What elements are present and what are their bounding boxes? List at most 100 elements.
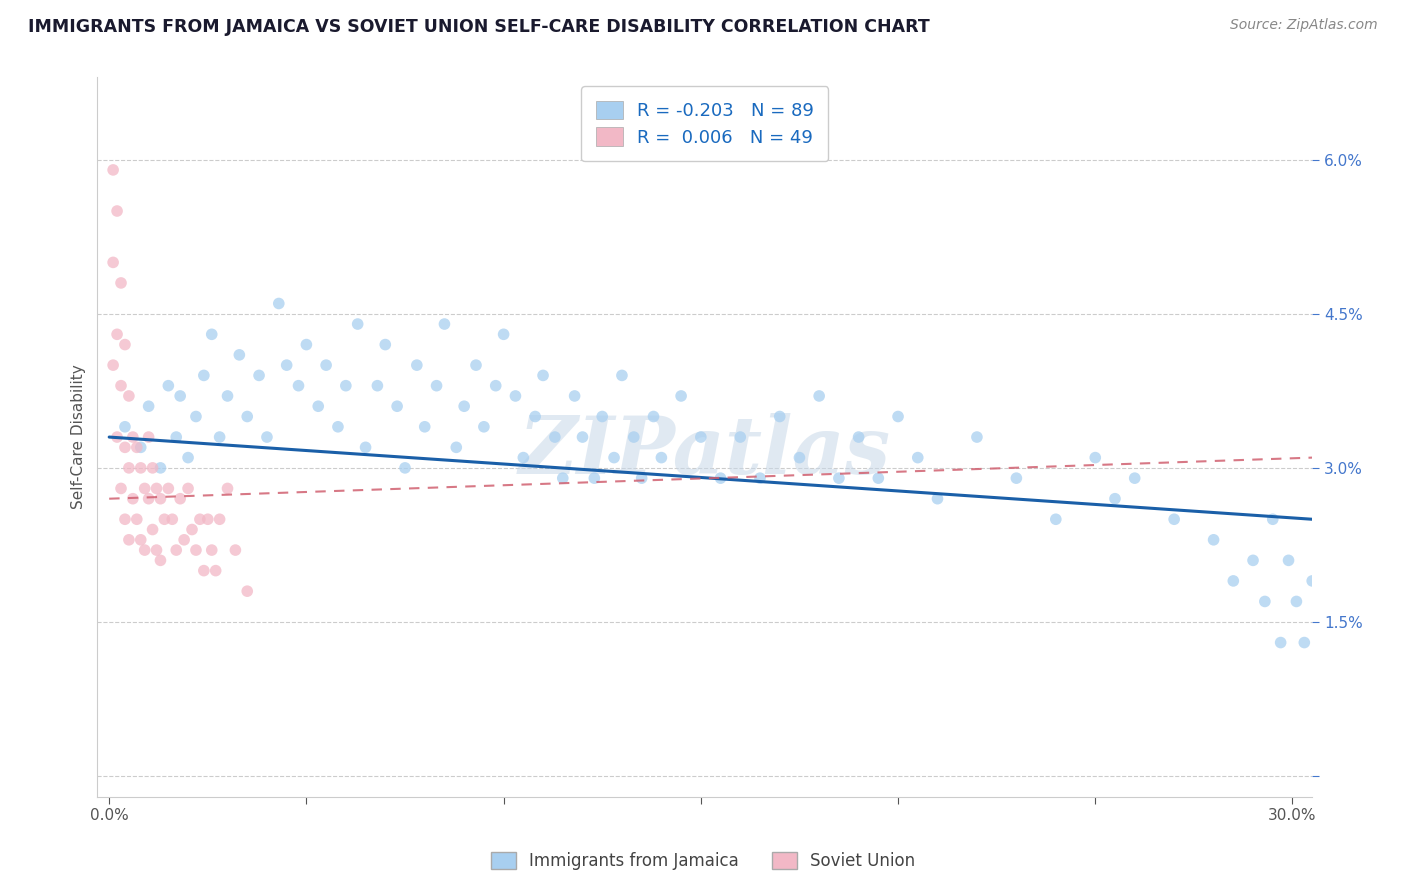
Point: [169, 389, 191, 403]
Point: [405, 358, 427, 372]
Point: [512, 450, 534, 465]
Point: [335, 378, 357, 392]
Point: [145, 543, 167, 558]
Point: [1104, 491, 1126, 506]
Point: [1277, 553, 1299, 567]
Point: [228, 348, 250, 362]
Point: [307, 399, 329, 413]
Point: [157, 482, 180, 496]
Point: [208, 430, 231, 444]
Point: [165, 430, 187, 444]
Point: [165, 543, 187, 558]
Point: [385, 399, 408, 413]
Point: [650, 450, 672, 465]
Point: [204, 564, 226, 578]
Point: [1123, 471, 1146, 485]
Point: [121, 491, 143, 506]
Point: [118, 533, 141, 547]
Point: [149, 491, 172, 506]
Point: [105, 204, 128, 219]
Point: [1301, 574, 1323, 588]
Point: [162, 512, 184, 526]
Point: [193, 368, 215, 383]
Point: [485, 378, 508, 392]
Point: [346, 317, 368, 331]
Point: [129, 440, 152, 454]
Point: [105, 430, 128, 444]
Legend: R = -0.203   N = 89, R =  0.006   N = 49: R = -0.203 N = 89, R = 0.006 N = 49: [581, 87, 828, 161]
Point: [689, 430, 711, 444]
Point: [730, 430, 752, 444]
Point: [208, 512, 231, 526]
Point: [101, 255, 124, 269]
Point: [1294, 635, 1316, 649]
Point: [276, 358, 298, 372]
Point: [287, 378, 309, 392]
Point: [446, 440, 468, 454]
Point: [315, 358, 337, 372]
Point: [413, 419, 436, 434]
Point: [492, 327, 515, 342]
Point: [110, 276, 132, 290]
Point: [887, 409, 910, 424]
Point: [366, 378, 388, 392]
Legend: Immigrants from Jamaica, Soviet Union: Immigrants from Jamaica, Soviet Union: [484, 845, 922, 877]
Point: [125, 440, 148, 454]
Point: [201, 327, 224, 342]
Point: [623, 430, 645, 444]
Point: [769, 409, 792, 424]
Point: [354, 440, 377, 454]
Point: [177, 450, 200, 465]
Point: [201, 543, 224, 558]
Point: [129, 461, 152, 475]
Point: [114, 337, 136, 351]
Point: [121, 430, 143, 444]
Point: [142, 523, 165, 537]
Point: [197, 512, 219, 526]
Point: [184, 543, 207, 558]
Y-axis label: Self-Care Disability: Self-Care Disability: [72, 365, 86, 509]
Point: [1261, 512, 1284, 526]
Point: [295, 337, 318, 351]
Point: [256, 430, 278, 444]
Point: [1084, 450, 1107, 465]
Point: [326, 419, 349, 434]
Point: [1309, 656, 1331, 670]
Point: [1222, 574, 1244, 588]
Point: [571, 430, 593, 444]
Point: [129, 533, 152, 547]
Point: [169, 491, 191, 506]
Point: [808, 389, 831, 403]
Point: [138, 430, 160, 444]
Point: [828, 471, 851, 485]
Point: [1241, 553, 1264, 567]
Point: [236, 584, 259, 599]
Point: [114, 440, 136, 454]
Point: [1270, 635, 1292, 649]
Point: [134, 482, 156, 496]
Point: [184, 409, 207, 424]
Point: [465, 358, 488, 372]
Point: [142, 461, 165, 475]
Point: [224, 543, 246, 558]
Point: [643, 409, 665, 424]
Point: [1285, 594, 1308, 608]
Point: [110, 482, 132, 496]
Point: [551, 471, 574, 485]
Point: [1163, 512, 1185, 526]
Point: [149, 553, 172, 567]
Point: [630, 471, 652, 485]
Point: [603, 450, 626, 465]
Point: [138, 399, 160, 413]
Point: [1202, 533, 1225, 547]
Point: [433, 317, 456, 331]
Point: [247, 368, 270, 383]
Text: ZIPatlas: ZIPatlas: [519, 413, 891, 491]
Point: [374, 337, 396, 351]
Point: [394, 461, 416, 475]
Point: [118, 389, 141, 403]
Point: [110, 378, 132, 392]
Point: [267, 296, 290, 310]
Point: [425, 378, 447, 392]
Point: [217, 389, 239, 403]
